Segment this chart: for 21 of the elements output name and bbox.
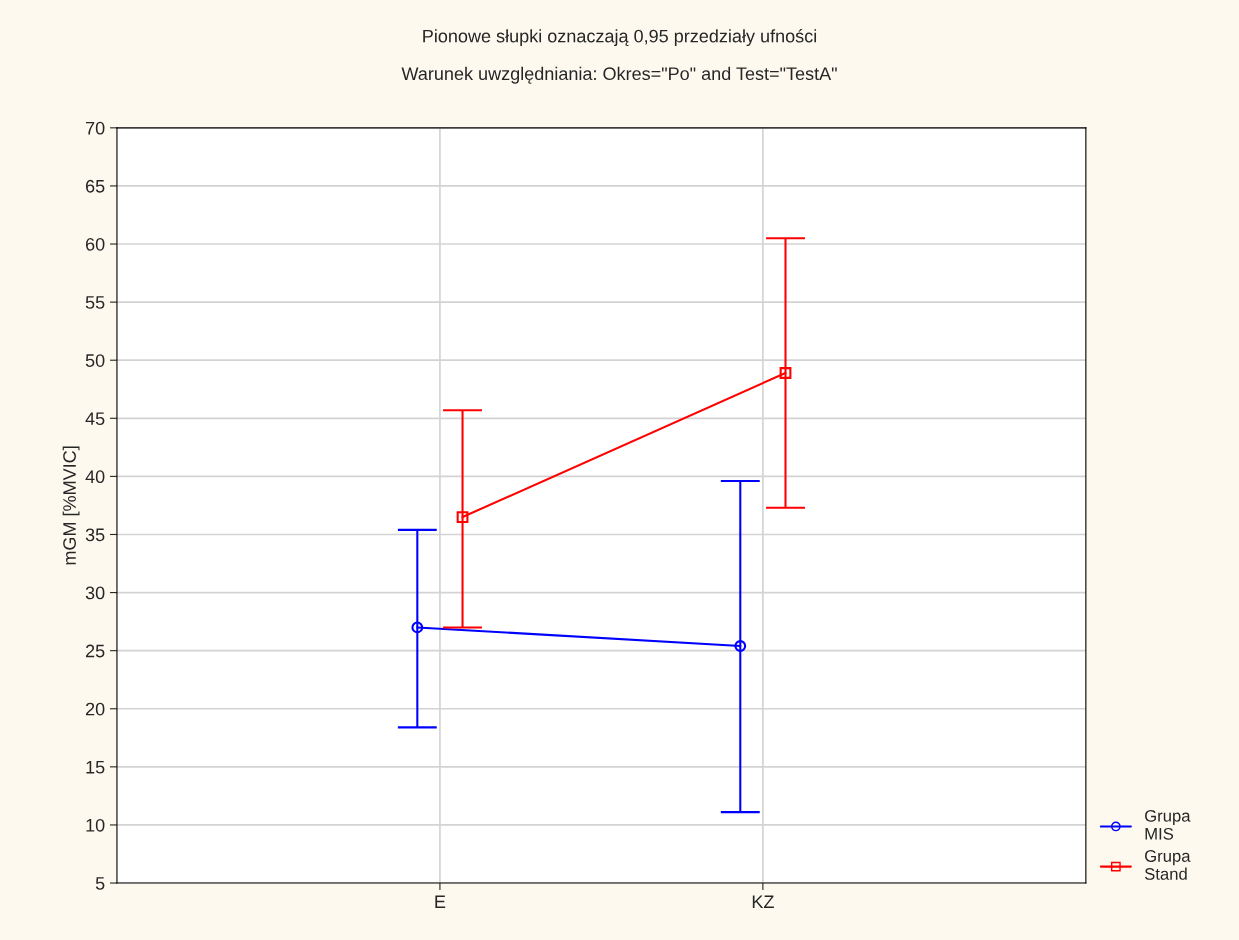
y-tick-label: 40 (85, 470, 105, 484)
y-tick-label: 50 (85, 354, 105, 367)
y-tick-label: 60 (85, 237, 105, 251)
y-tick-label: 45 (85, 412, 105, 426)
y-tick-label: 15 (86, 760, 105, 774)
y-tick-label: 55 (85, 296, 105, 309)
y-tick-label: 30 (85, 586, 105, 600)
y-tick-label: 65 (85, 179, 105, 193)
chart-subtitle: Warunek uwzględniania: Okres="Po" and Test="TestA" (401, 66, 837, 84)
y-tick-label: 20 (85, 702, 105, 716)
legend-label: Grupa Stand (1144, 850, 1191, 880)
y-tick-label: 25 (85, 644, 105, 658)
legend-label: Grupa MIS (1145, 809, 1191, 840)
y-tick-label: 70 (86, 121, 105, 135)
y-tick-label: 10 (86, 818, 105, 832)
y-tick-label: 35 (85, 528, 105, 542)
x-tick-label: E (435, 895, 446, 908)
chart-title: Pionowe słupki oznaczają 0,95 przedziały ufności (423, 29, 817, 47)
y-tick-label: 5 (95, 877, 105, 890)
x-tick-label: KZ (752, 895, 774, 908)
y-axis-title: mGM [%MVIC] (62, 446, 80, 565)
